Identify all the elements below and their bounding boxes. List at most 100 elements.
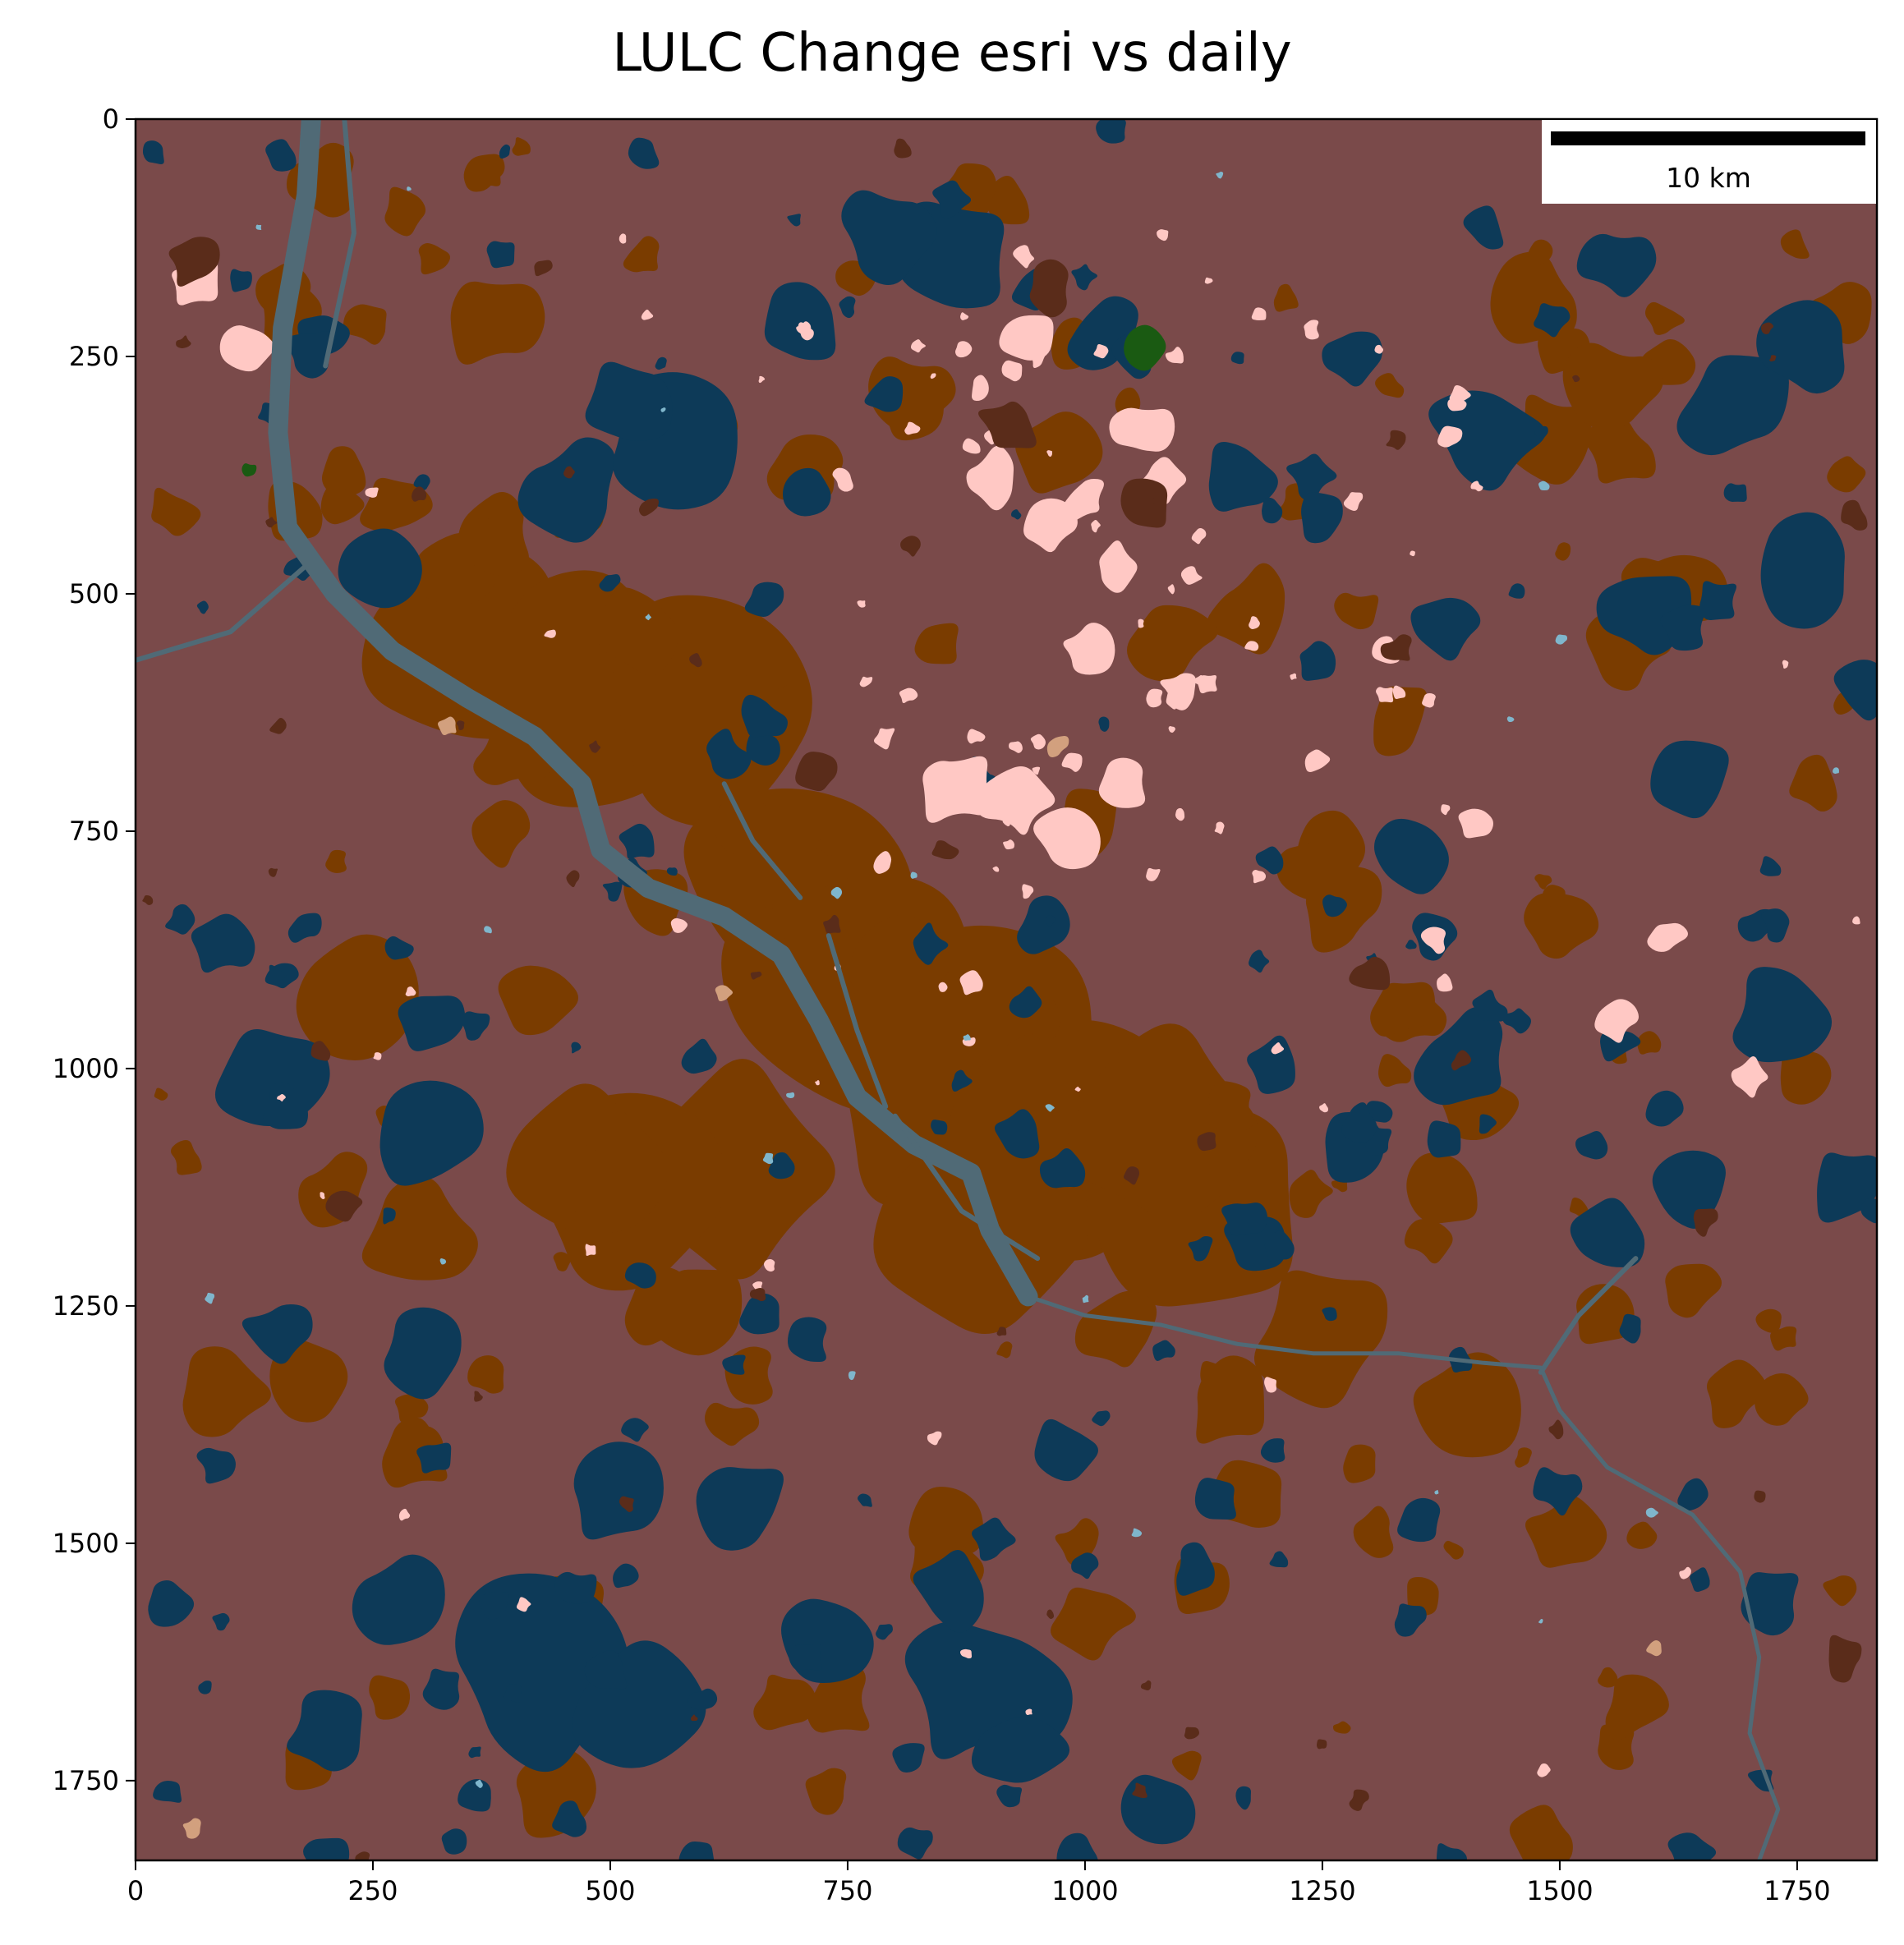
pink-patch	[999, 315, 1054, 361]
urban-patch	[1527, 239, 1553, 266]
x-tick-label: 0	[127, 1875, 144, 1906]
water-patch	[739, 1293, 780, 1335]
water-patch	[283, 331, 330, 379]
water-patch	[1188, 1236, 1213, 1262]
water-patch	[230, 269, 252, 292]
pink-patch	[873, 728, 895, 750]
dark-brown-patch	[1152, 492, 1163, 505]
urban-patch	[506, 1083, 668, 1235]
pink-patch	[960, 312, 969, 320]
water-patch	[857, 1493, 872, 1507]
dark-brown-patch	[1046, 1609, 1055, 1620]
water-patch	[688, 1688, 718, 1710]
urban-patch	[1755, 1373, 1809, 1426]
pink-patch	[1063, 478, 1104, 521]
light-blue-patch	[1506, 716, 1515, 722]
urban-patch	[1413, 1352, 1521, 1458]
pink-patch	[405, 986, 416, 996]
urban-patch	[1343, 1444, 1376, 1483]
dark-brown-patch	[168, 237, 220, 287]
pink-patch	[992, 866, 1000, 872]
water-patch	[552, 1800, 587, 1837]
pink-patch	[1146, 867, 1161, 881]
water-patch	[764, 282, 836, 361]
pink-patch	[1157, 229, 1169, 241]
urban-patch	[1555, 542, 1571, 561]
water-patch	[1071, 264, 1097, 291]
urban-patch	[1406, 1152, 1478, 1224]
light-blue-patch	[205, 1292, 215, 1304]
urban-patch	[1373, 686, 1428, 756]
light-blue-patch	[1045, 1104, 1055, 1112]
pink-patch	[1422, 692, 1436, 708]
urban-patch	[753, 1674, 816, 1731]
dark-brown-patch	[1380, 634, 1412, 661]
water-patch	[287, 1690, 362, 1772]
pink-patch	[219, 325, 274, 372]
pink-patch	[1025, 1708, 1032, 1715]
dark-brown-patch	[996, 1327, 1007, 1336]
dark-brown-patch	[1123, 1166, 1139, 1185]
urban-patch	[1706, 1359, 1768, 1428]
pink-patch	[1109, 407, 1175, 452]
urban-patch	[418, 243, 450, 275]
water-patch	[1269, 1551, 1289, 1568]
urban-patch	[757, 646, 796, 691]
urban-patch	[512, 137, 531, 156]
dark-brown-patch	[978, 401, 1037, 448]
pink-patch	[873, 851, 892, 874]
water-patch	[191, 913, 255, 973]
dark-brown-patch	[474, 1391, 483, 1402]
x-tick-label: 1750	[1764, 1875, 1830, 1906]
water-patch	[1463, 205, 1504, 250]
pink-patch	[1251, 307, 1267, 321]
urban-patch	[269, 1339, 348, 1423]
water-patch	[1046, 915, 1056, 927]
water-patch	[1322, 331, 1383, 387]
pink-patch	[1167, 584, 1175, 595]
water-patch	[1176, 1542, 1215, 1596]
pink-patch	[516, 1597, 531, 1612]
water-patch	[352, 1554, 445, 1645]
water-patch	[1322, 894, 1347, 917]
tan-patch	[438, 716, 457, 736]
water-patch	[1427, 1120, 1461, 1158]
urban-patch	[384, 186, 426, 237]
pink-patch	[1319, 1103, 1329, 1113]
urban-patch	[623, 236, 660, 273]
water-patch	[1264, 1230, 1295, 1262]
water-patch	[1732, 967, 1833, 1063]
dark-brown-patch	[1828, 1635, 1862, 1683]
urban-patch	[1200, 1361, 1228, 1389]
river-channel	[826, 933, 889, 1110]
green-patch	[241, 463, 257, 477]
water-patch	[585, 361, 673, 441]
water-patch	[628, 137, 660, 169]
dark-brown-patch	[1029, 259, 1069, 318]
water-patch	[839, 296, 856, 319]
pink-patch	[1782, 660, 1789, 669]
water-patch	[706, 729, 752, 779]
pink-patch	[832, 467, 853, 492]
urban-patch	[1598, 1667, 1618, 1688]
urban-patch	[765, 908, 798, 940]
urban-patch	[1823, 1575, 1857, 1607]
water-patch	[303, 1837, 350, 1860]
pink-patch	[1032, 766, 1041, 775]
pink-patch	[1252, 870, 1267, 884]
dark-brown-patch	[176, 335, 191, 348]
urban-patch	[455, 517, 502, 566]
urban-patch	[1780, 229, 1810, 260]
pink-patch	[1852, 916, 1860, 925]
pink-patch	[815, 1079, 820, 1086]
water-patch	[897, 1827, 933, 1860]
map-image	[136, 119, 1877, 1860]
pink-patch	[1410, 550, 1415, 557]
pink-patch	[373, 1052, 382, 1060]
water-patch	[263, 1082, 308, 1129]
light-blue-patch	[475, 1779, 483, 1788]
urban-patch	[1378, 1054, 1412, 1087]
pink-patch	[1033, 807, 1101, 870]
urban-patch	[450, 281, 545, 365]
